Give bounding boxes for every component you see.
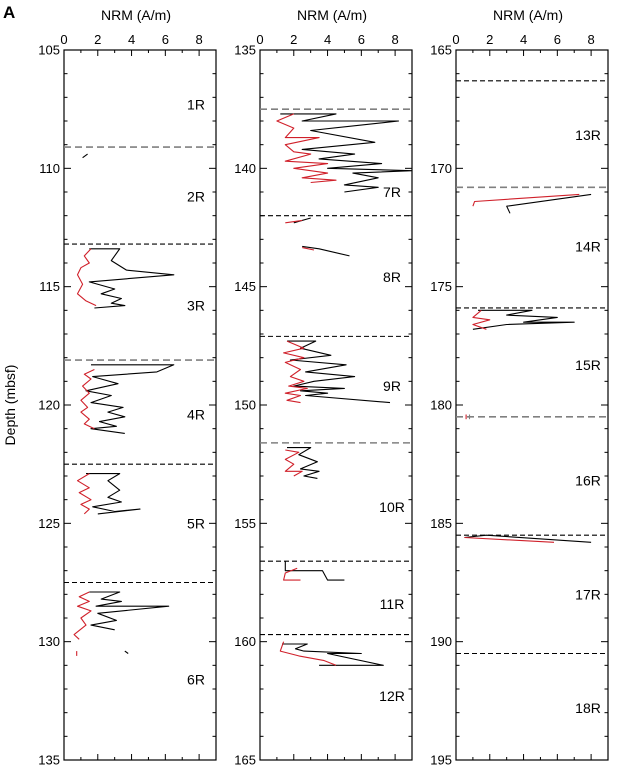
x-axis-title: NRM (A/m)	[297, 7, 367, 23]
y-tick-label: 170	[430, 161, 452, 176]
x-tick-label: 6	[554, 32, 561, 47]
y-axis-label: Depth (mbsf)	[2, 365, 18, 446]
nrm-series-black	[472, 309, 575, 330]
core-label: 14R	[575, 238, 601, 254]
y-tick-label: 150	[234, 398, 256, 413]
y-tick-label: 165	[234, 753, 256, 768]
plot-frame	[63, 49, 217, 761]
nrm-series-red	[283, 567, 301, 581]
core-label: 13R	[575, 127, 601, 143]
core-label: 7R	[383, 184, 401, 200]
core-label: 10R	[379, 499, 405, 515]
y-tick-label: 195	[430, 753, 452, 768]
y-tick-label: 135	[234, 43, 256, 58]
y-tick-label: 160	[234, 634, 256, 649]
x-axis-title: NRM (A/m)	[493, 7, 563, 23]
panel-1: NRM (A/m) 0 2 4 6 8 105 110 115 120 125 130 135 1R 2R 3…	[38, 7, 217, 768]
x-tick-label: 0	[256, 32, 263, 47]
x-tick-label: 2	[94, 32, 101, 47]
nrm-series-red	[285, 219, 303, 224]
nrm-series-red	[284, 449, 303, 477]
y-tick-label: 190	[430, 634, 452, 649]
x-tick-label: 2	[290, 32, 297, 47]
nrm-series-red	[76, 248, 97, 307]
nrm-series-red	[73, 591, 92, 640]
nrm-series-black	[287, 447, 320, 479]
x-tick-label: 6	[358, 32, 365, 47]
nrm-series-red	[464, 536, 555, 543]
y-tick-label: 165	[430, 43, 452, 58]
panel-2: NRM (A/m) 0 2 4 6 8 135 140 145 150 155 160 165 7R 8R 9…	[234, 7, 413, 768]
panels-group: NRM (A/m) 0 2 4 6 8 105 110 115 120 125 130 135 1R 2R 3…	[38, 7, 609, 768]
x-tick-label: 4	[128, 32, 135, 47]
core-label: 11R	[380, 596, 405, 612]
nrm-series-black	[89, 591, 170, 631]
y-tick-label: 105	[38, 43, 60, 58]
core-label: 12R	[379, 688, 405, 704]
x-tick-label: 8	[195, 32, 202, 47]
nrm-series-black	[284, 561, 345, 581]
y-tick-label: 145	[234, 279, 256, 294]
core-label: 17R	[575, 586, 601, 602]
nrm-series-red	[76, 473, 92, 515]
nrm-series-red	[279, 641, 337, 666]
y-tick-label: 130	[38, 634, 60, 649]
panel-3: NRM (A/m) 0 2 4 6 8 165 170 175 180 185 190 195 13R 14…	[430, 7, 609, 768]
nrm-series-red	[276, 113, 337, 184]
x-tick-label: 4	[324, 32, 331, 47]
y-tick-label: 120	[38, 398, 60, 413]
nrm-series-black	[287, 340, 391, 404]
panel-letter: A	[3, 3, 15, 22]
core-label: 9R	[383, 378, 401, 394]
nrm-series-red	[472, 309, 491, 330]
x-tick-label: 6	[162, 32, 169, 47]
core-label: 5R	[187, 515, 205, 531]
nrm-series-black	[280, 113, 413, 193]
core-label: 3R	[187, 298, 205, 314]
nrm-series-black	[282, 643, 384, 666]
x-tick-label: 8	[587, 32, 594, 47]
nrm-series-black	[88, 248, 175, 309]
nrm-series-black	[293, 217, 311, 224]
x-tick-label: 0	[452, 32, 459, 47]
core-label: 15R	[575, 357, 601, 373]
core-label: 6R	[187, 672, 205, 688]
x-tick-label: 0	[60, 32, 67, 47]
y-tick-label: 175	[430, 279, 452, 294]
y-tick-label: 155	[234, 516, 256, 531]
core-label: 8R	[383, 269, 401, 285]
y-tick-label: 180	[430, 398, 452, 413]
nrm-series-black	[82, 153, 88, 159]
nrm-series-red	[302, 247, 315, 251]
nrm-series-black	[506, 193, 592, 214]
core-label: 18R	[575, 700, 601, 716]
x-tick-label: 4	[520, 32, 527, 47]
nrm-series-black	[464, 534, 592, 543]
core-label: 2R	[187, 189, 205, 205]
nrm-series-black	[86, 473, 141, 515]
nrm-series-black	[302, 245, 350, 257]
nrm-series-red	[472, 193, 580, 207]
core-label: 16R	[575, 473, 601, 489]
x-tick-label: 2	[486, 32, 493, 47]
y-tick-label: 185	[430, 516, 452, 531]
nrm-series-red	[283, 340, 308, 404]
x-tick-label: 8	[391, 32, 398, 47]
y-tick-label: 110	[39, 161, 60, 176]
y-tick-label: 115	[39, 279, 60, 294]
core-label: 4R	[187, 406, 205, 422]
nrm-series-black	[124, 650, 129, 654]
core-label: 1R	[187, 96, 205, 112]
x-axis-title: NRM (A/m)	[101, 7, 171, 23]
nrm-series-black	[85, 364, 175, 434]
y-tick-label: 140	[234, 161, 256, 176]
y-tick-label: 135	[38, 753, 60, 768]
nrm-series-red	[80, 369, 95, 430]
y-tick-label: 125	[38, 516, 60, 531]
